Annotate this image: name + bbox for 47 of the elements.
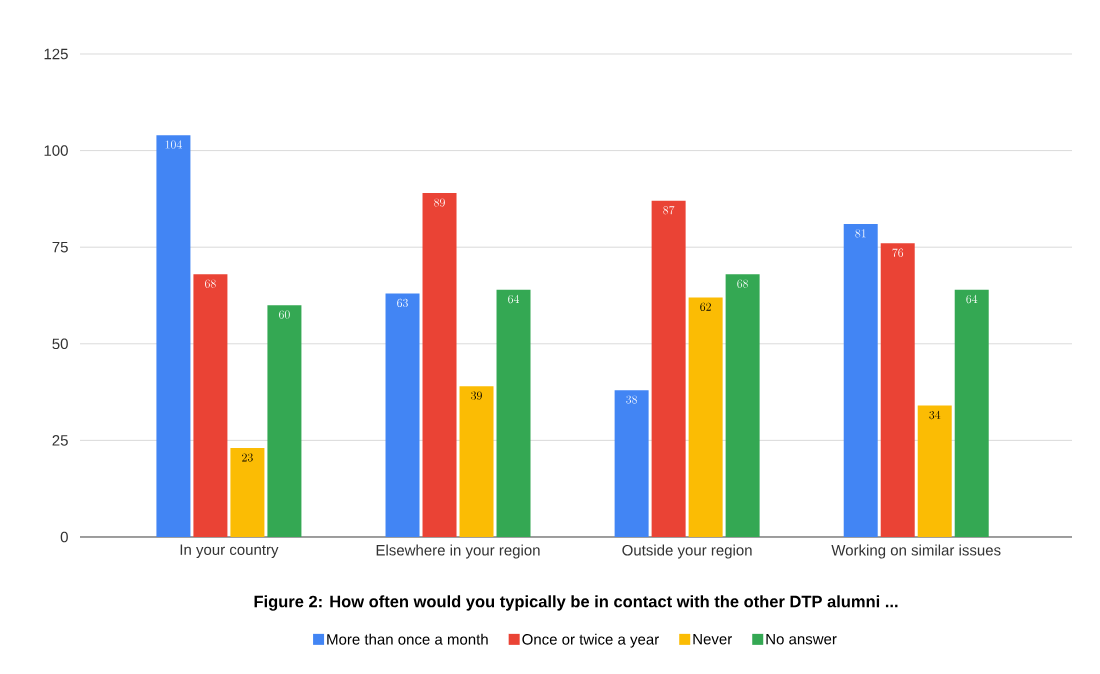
- bar: [422, 193, 457, 537]
- data-label: 87: [663, 205, 675, 215]
- bar: [156, 135, 191, 537]
- y-tick-label: 75: [52, 241, 68, 253]
- legend-label: More than once a month: [327, 633, 488, 645]
- data-label: 34: [929, 410, 941, 420]
- legend-label: Never: [693, 633, 732, 645]
- data-label: 60: [279, 310, 290, 319]
- data-label: 104: [165, 140, 182, 149]
- y-tick-label: 0: [60, 531, 68, 543]
- data-label: 62: [700, 302, 711, 311]
- bar: [843, 224, 878, 537]
- bar: [459, 386, 494, 537]
- bar: [688, 297, 723, 537]
- x-tick-label: Elsewhere in your region: [376, 544, 540, 559]
- bar: [725, 274, 760, 537]
- bar: [267, 305, 302, 537]
- legend-label: No answer: [766, 633, 837, 645]
- bar: [193, 274, 228, 537]
- data-label: 68: [205, 279, 216, 288]
- bar: [917, 405, 952, 537]
- bar: [496, 289, 531, 537]
- bar: [651, 200, 686, 537]
- x-tick-label: In your country: [180, 544, 279, 558]
- y-tick-label: 50: [52, 338, 68, 350]
- data-label: 89: [434, 198, 445, 207]
- data-label: 38: [626, 395, 637, 404]
- data-label: 64: [966, 294, 978, 304]
- bar: [385, 293, 420, 537]
- data-label: 81: [855, 229, 866, 238]
- bar: [230, 448, 265, 537]
- y-tick-label: 25: [52, 435, 68, 446]
- bar: [614, 390, 649, 537]
- text: Figure 2: How often would you typically be in contact with the other DTP alumni ...: [254, 595, 898, 611]
- data-label: 64: [508, 294, 520, 304]
- bar: [880, 243, 915, 537]
- x-tick-label: Working on similar issues: [831, 544, 1001, 559]
- bar: [954, 289, 989, 537]
- data-label: 23: [242, 453, 253, 462]
- data-label: 63: [397, 298, 408, 308]
- legend-label: Once or twice a year: [522, 633, 659, 648]
- data-label: 76: [892, 248, 904, 257]
- data-label: 68: [737, 279, 748, 288]
- y-tick-label: 125: [44, 48, 68, 60]
- data-label: 39: [471, 391, 482, 400]
- x-tick-label: Outside your region: [622, 544, 752, 559]
- y-tick-label: 100: [44, 145, 68, 156]
